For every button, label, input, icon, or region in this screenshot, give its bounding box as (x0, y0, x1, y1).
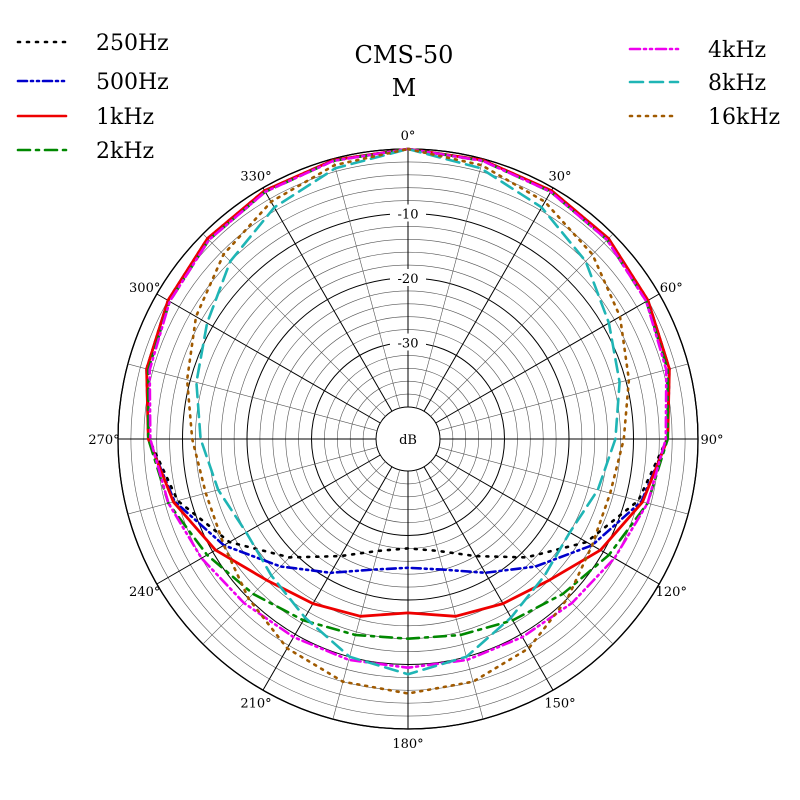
minor-spoke (430, 461, 614, 645)
minor-spoke (202, 461, 386, 645)
series-curve-1kHz (145, 147, 671, 618)
angle-tick-label: 300° (129, 281, 160, 296)
minor-spoke (438, 363, 689, 432)
db-label-bg (390, 333, 426, 351)
legend: 250Hz 500Hz 1kHz 2kHz 4kHz 8kHz 16kHz (16, 31, 780, 164)
db-label-bg (390, 204, 426, 222)
major-spoke (262, 466, 393, 691)
major-spoke (156, 293, 381, 424)
minor-spoke (202, 233, 386, 417)
legend-label-4kHz: 4kHz (708, 38, 766, 63)
axis-labels: 0° 30° 60° 90° 120° 150° 180° 210° 240° 270° 300° 3… (88, 129, 723, 752)
angle-tick-label: 0° (401, 129, 416, 144)
legend-label-1kHz: 1kHz (96, 105, 154, 130)
series-curve-4kHz (148, 147, 668, 669)
minor-spoke (415, 158, 484, 409)
series-curve-16kHz (185, 147, 631, 695)
legend-label-500Hz: 500Hz (96, 70, 169, 95)
minor-spoke (332, 158, 401, 409)
series-curves (145, 147, 671, 695)
db-tick-label: -30 (398, 337, 419, 352)
angle-tick-label: 270° (88, 433, 119, 448)
angle-tick-label: 180° (392, 737, 423, 752)
angle-tick-label: 30° (548, 170, 571, 185)
legend-label-250Hz: 250Hz (96, 31, 169, 56)
minor-spoke (127, 363, 378, 432)
db-label-bg (390, 269, 426, 286)
chart-title: CMS-50 (355, 41, 454, 69)
major-spoke (156, 454, 381, 585)
angle-tick-label: 330° (240, 170, 271, 185)
angle-tick-label: 210° (240, 696, 271, 711)
db-tick-label: -20 (398, 272, 419, 287)
major-spoke (435, 454, 660, 585)
major-spoke (262, 187, 393, 412)
legend-label-16kHz: 16kHz (708, 105, 780, 130)
angle-tick-label: 60° (660, 281, 683, 296)
minor-spoke (430, 233, 614, 417)
chart-subtitle: M (392, 74, 417, 102)
db-tick-label: -10 (398, 208, 419, 223)
minor-spoke (332, 469, 401, 720)
angle-tick-label: 120° (656, 585, 687, 600)
series-curve-8kHz (195, 147, 621, 676)
angle-tick-label: 150° (544, 696, 575, 711)
legend-label-8kHz: 8kHz (708, 71, 766, 96)
major-spoke (423, 187, 554, 412)
angle-tick-label: 90° (700, 433, 723, 448)
legend-label-2kHz: 2kHz (96, 139, 154, 164)
minor-spoke (415, 469, 484, 720)
db-unit-label: dB (399, 433, 417, 448)
angle-tick-label: 240° (129, 585, 160, 600)
major-spoke (435, 293, 660, 424)
major-spoke (423, 466, 554, 691)
